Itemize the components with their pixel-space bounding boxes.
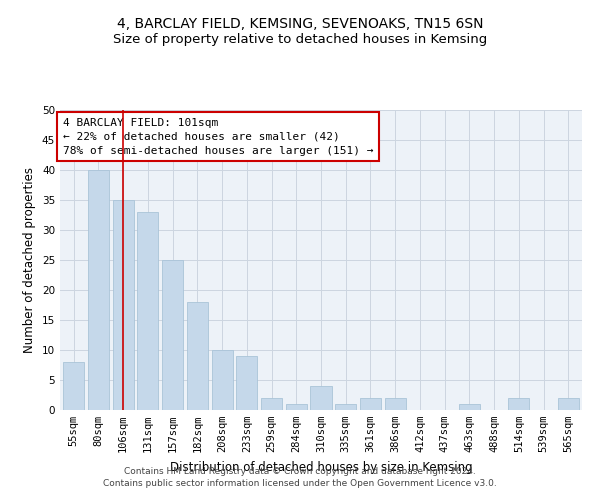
Bar <box>63 362 84 410</box>
Bar <box>310 386 332 410</box>
Bar <box>558 398 579 410</box>
X-axis label: Distribution of detached houses by size in Kemsing: Distribution of detached houses by size … <box>170 460 472 473</box>
Text: Size of property relative to detached houses in Kemsing: Size of property relative to detached ho… <box>113 32 487 46</box>
Text: 4 BARCLAY FIELD: 101sqm
← 22% of detached houses are smaller (42)
78% of semi-de: 4 BARCLAY FIELD: 101sqm ← 22% of detache… <box>62 118 373 156</box>
Bar <box>459 404 480 410</box>
Bar <box>508 398 529 410</box>
Bar <box>360 398 381 410</box>
Bar <box>88 170 109 410</box>
Bar <box>113 200 134 410</box>
Bar <box>236 356 257 410</box>
Bar <box>137 212 158 410</box>
Bar <box>187 302 208 410</box>
Text: 4, BARCLAY FIELD, KEMSING, SEVENOAKS, TN15 6SN: 4, BARCLAY FIELD, KEMSING, SEVENOAKS, TN… <box>117 18 483 32</box>
Bar <box>261 398 282 410</box>
Bar <box>335 404 356 410</box>
Y-axis label: Number of detached properties: Number of detached properties <box>23 167 37 353</box>
Bar <box>385 398 406 410</box>
Bar <box>162 260 183 410</box>
Bar <box>286 404 307 410</box>
Bar <box>212 350 233 410</box>
Text: Contains HM Land Registry data © Crown copyright and database right 2024.
Contai: Contains HM Land Registry data © Crown c… <box>103 466 497 487</box>
